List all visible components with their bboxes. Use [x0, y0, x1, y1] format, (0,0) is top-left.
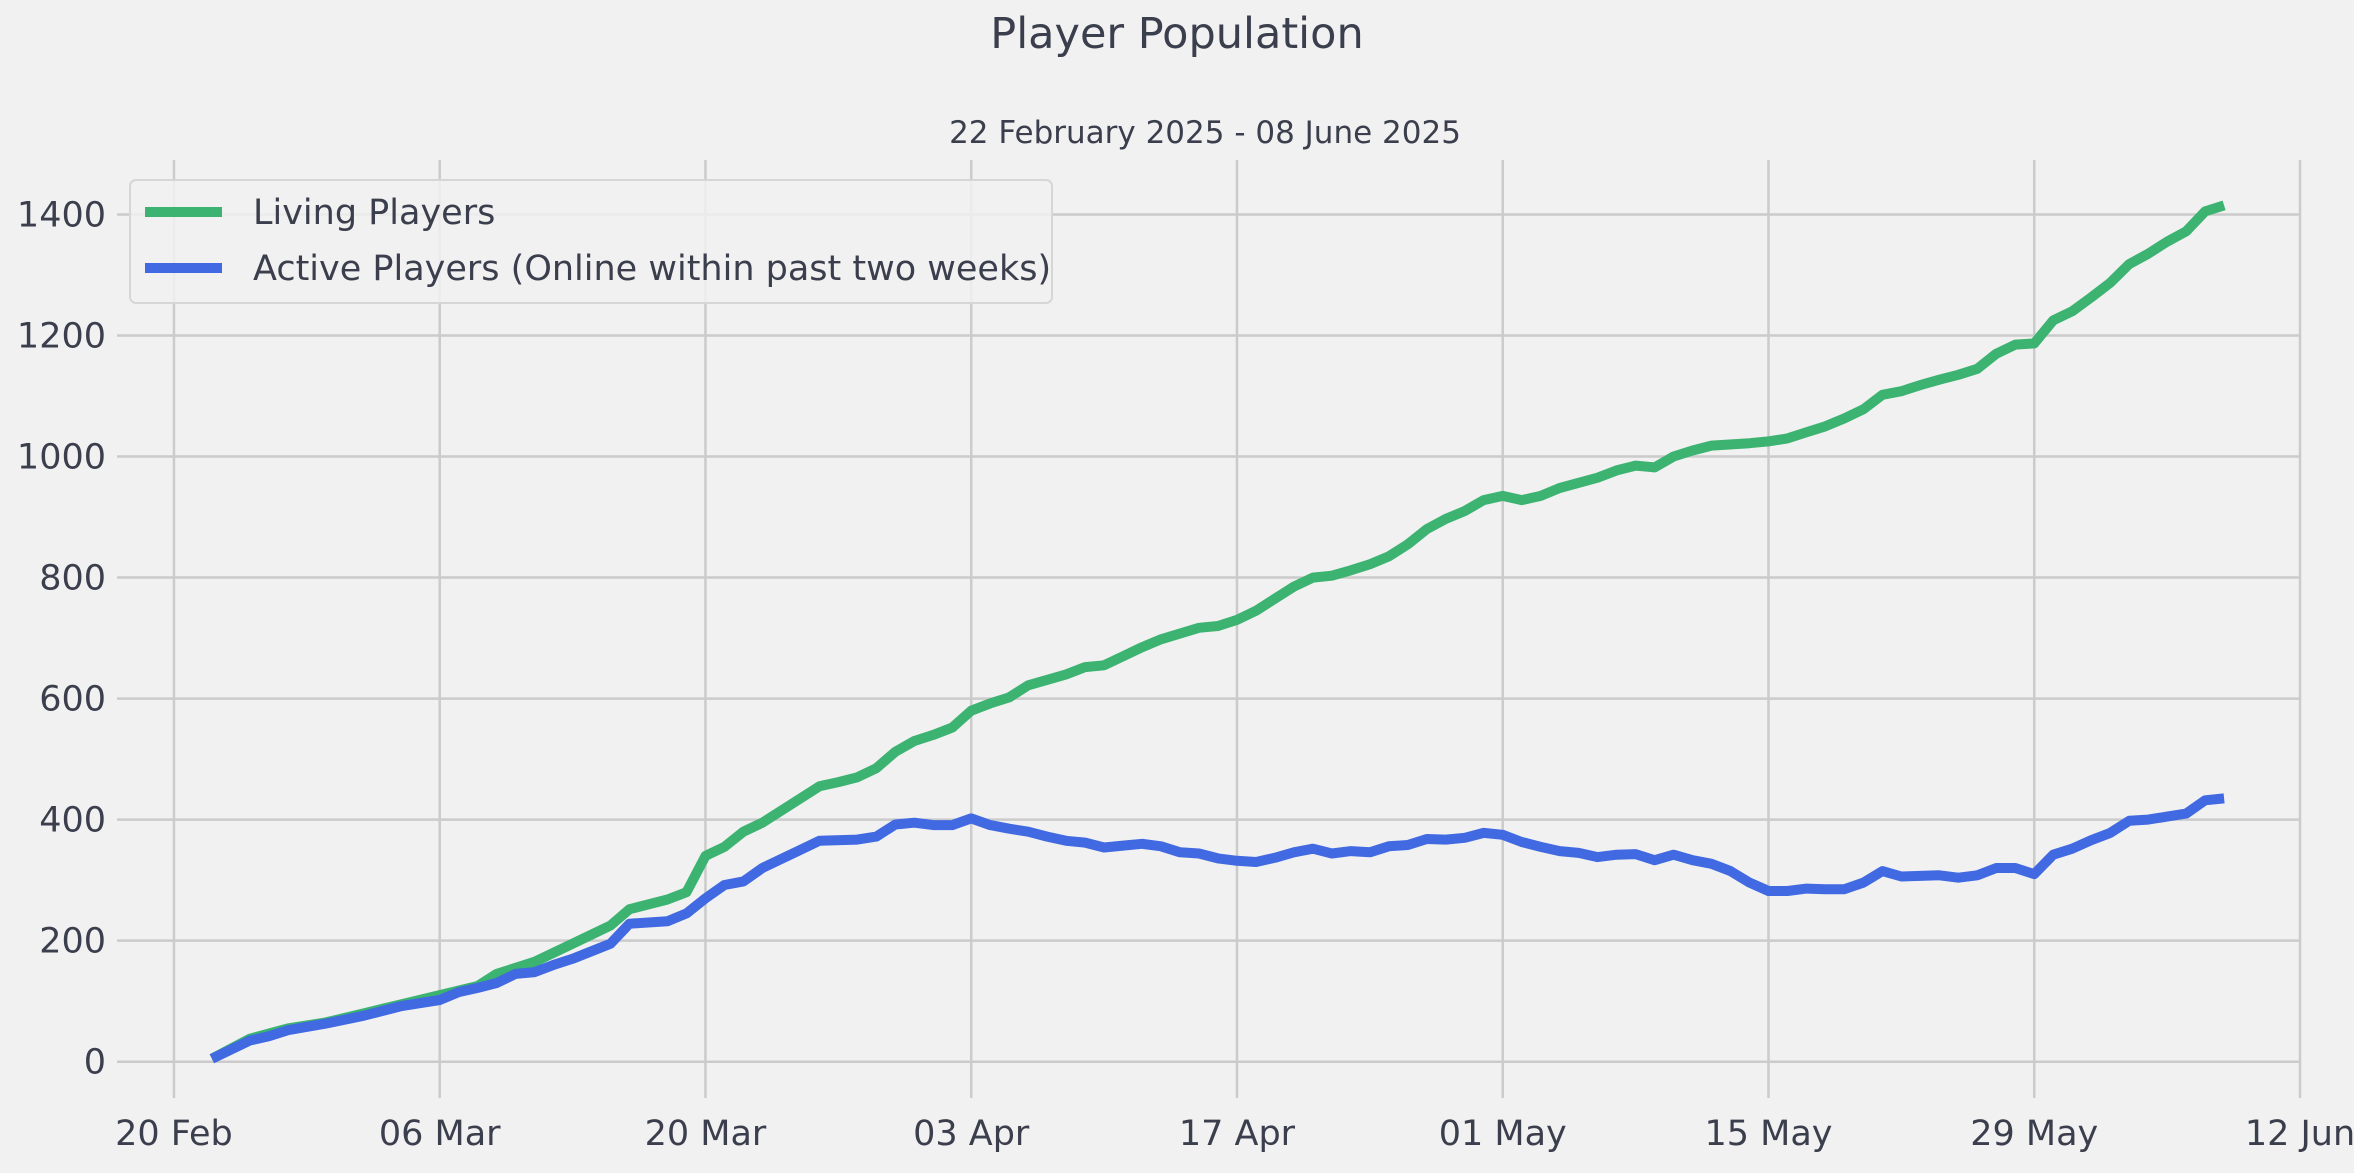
chart-title: Player Population	[990, 9, 1363, 59]
legend-box	[129, 179, 1053, 304]
legend: Living Players Active Players (Online wit…	[129, 179, 1053, 304]
living-players-line	[209, 200, 2226, 1064]
active-players-line	[209, 793, 2225, 1064]
series-lines	[209, 200, 2226, 1064]
x-tick-label: 20 Mar	[645, 1114, 767, 1154]
legend-label: Living Players	[253, 193, 495, 233]
y-tick-label: 1000	[17, 438, 106, 478]
y-tick-label: 800	[39, 559, 106, 599]
x-tick-label: 03 Apr	[913, 1114, 1030, 1154]
y-tick-label: 400	[39, 801, 106, 841]
legend-label: Active Players (Online within past two w…	[253, 249, 1051, 289]
x-tick-label: 29 May	[1970, 1114, 2098, 1154]
x-tick-label: 15 May	[1704, 1114, 1832, 1154]
x-tick-label: 06 Mar	[379, 1114, 501, 1154]
x-axis-ticks: 20 Feb 06 Mar 20 Mar 03 Apr 17 Apr 01 May 15 M…	[115, 1114, 2354, 1154]
chart-subtitle: 22 February 2025 - 08 June 2025	[949, 115, 1461, 151]
x-tick-label: 12 Jun	[2245, 1114, 2354, 1154]
y-tick-label: 200	[39, 922, 106, 962]
x-tick-label: 20 Feb	[115, 1114, 233, 1154]
y-axis-ticks: 0 200 400 600 800 1000 1200 1400	[17, 195, 106, 1082]
y-tick-label: 1400	[17, 195, 106, 235]
grid	[117, 160, 2302, 1098]
y-tick-label: 600	[39, 680, 106, 720]
x-tick-label: 01 May	[1439, 1114, 1567, 1154]
y-tick-label: 1200	[17, 316, 106, 356]
y-tick-label: 0	[84, 1043, 106, 1083]
x-tick-label: 17 Apr	[1179, 1114, 1296, 1154]
